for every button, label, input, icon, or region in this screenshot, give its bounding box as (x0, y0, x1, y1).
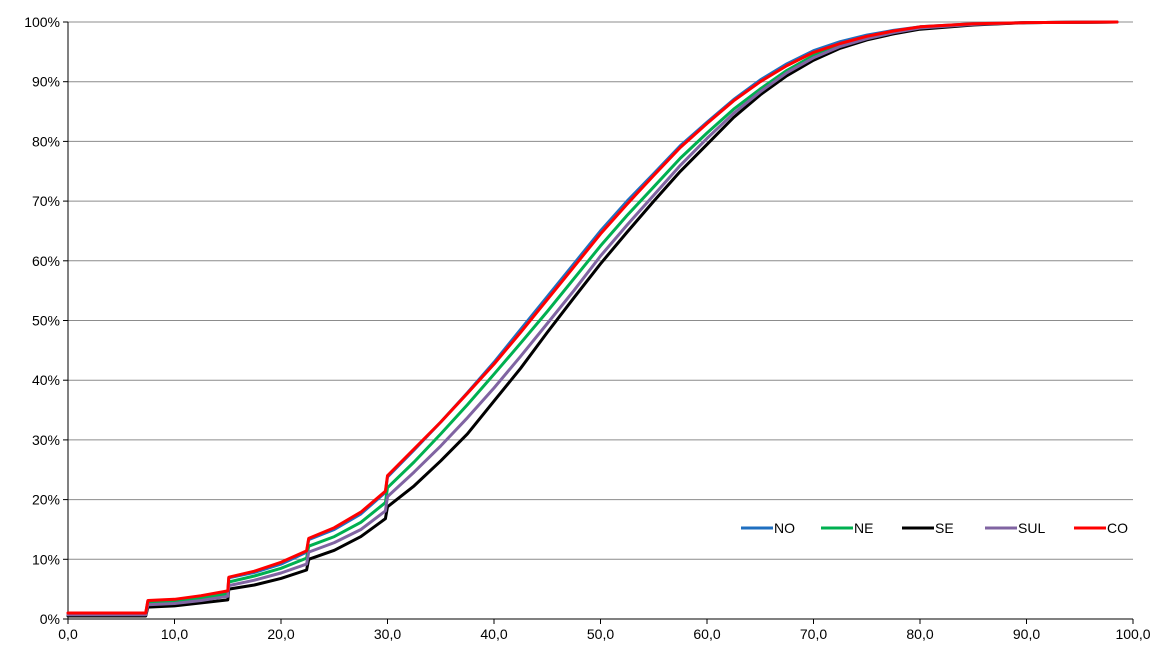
series-line-no (66, 20, 1119, 615)
gridlines (68, 21, 1133, 560)
y-tick-label: 0% (40, 611, 60, 627)
y-tick-label: 10% (32, 551, 60, 567)
y-tick-label: 80% (32, 133, 60, 149)
x-tick-label: 80,0 (906, 626, 933, 642)
legend-item-ne: NE (821, 520, 873, 536)
x-tick-label: 0,0 (58, 626, 78, 642)
y-tick-label: 30% (32, 432, 60, 448)
x-tick-label: 20,0 (267, 626, 294, 642)
legend-item-no: NO (741, 520, 795, 536)
legend-label: CO (1107, 520, 1128, 536)
x-tick-label: 60,0 (693, 626, 720, 642)
y-tick-label: 20% (32, 492, 60, 508)
y-tick-label: 90% (32, 74, 60, 90)
series-line-co (66, 20, 1119, 615)
legend-item-co: CO (1074, 520, 1128, 536)
series-lines (66, 20, 1119, 618)
y-tick-label: 50% (32, 313, 60, 329)
y-axis-ticks: 0% 10% 20% 30% 40% 50% 60% 70% 80% 90% 100% (24, 14, 68, 627)
y-tick-label: 70% (32, 193, 60, 209)
y-tick-label: 100% (24, 14, 60, 30)
series-line-ne (66, 20, 1119, 616)
x-tick-label: 30,0 (374, 626, 401, 642)
x-tick-label: 70,0 (800, 626, 827, 642)
series-line-sul (66, 20, 1119, 617)
legend-item-se: SE (902, 520, 954, 536)
y-tick-label: 60% (32, 253, 60, 269)
legend-item-sul: SUL (985, 520, 1045, 536)
x-tick-label: 50,0 (587, 626, 614, 642)
x-tick-label: 90,0 (1013, 626, 1040, 642)
legend: NO NE SE SUL CO (741, 520, 1128, 536)
series-line-se (66, 20, 1119, 618)
legend-label: NE (854, 520, 873, 536)
y-tick-label: 40% (32, 372, 60, 388)
legend-label: SUL (1018, 520, 1045, 536)
legend-label: SE (935, 520, 954, 536)
x-tick-label: 10,0 (161, 626, 188, 642)
x-tick-label: 100,0 (1115, 626, 1150, 642)
x-axis-ticks: 0,0 10,0 20,0 30,0 40,0 50,0 60,0 70,0 80,0 90,0 1… (58, 619, 1151, 642)
x-tick-label: 40,0 (480, 626, 507, 642)
legend-label: NO (774, 520, 795, 536)
